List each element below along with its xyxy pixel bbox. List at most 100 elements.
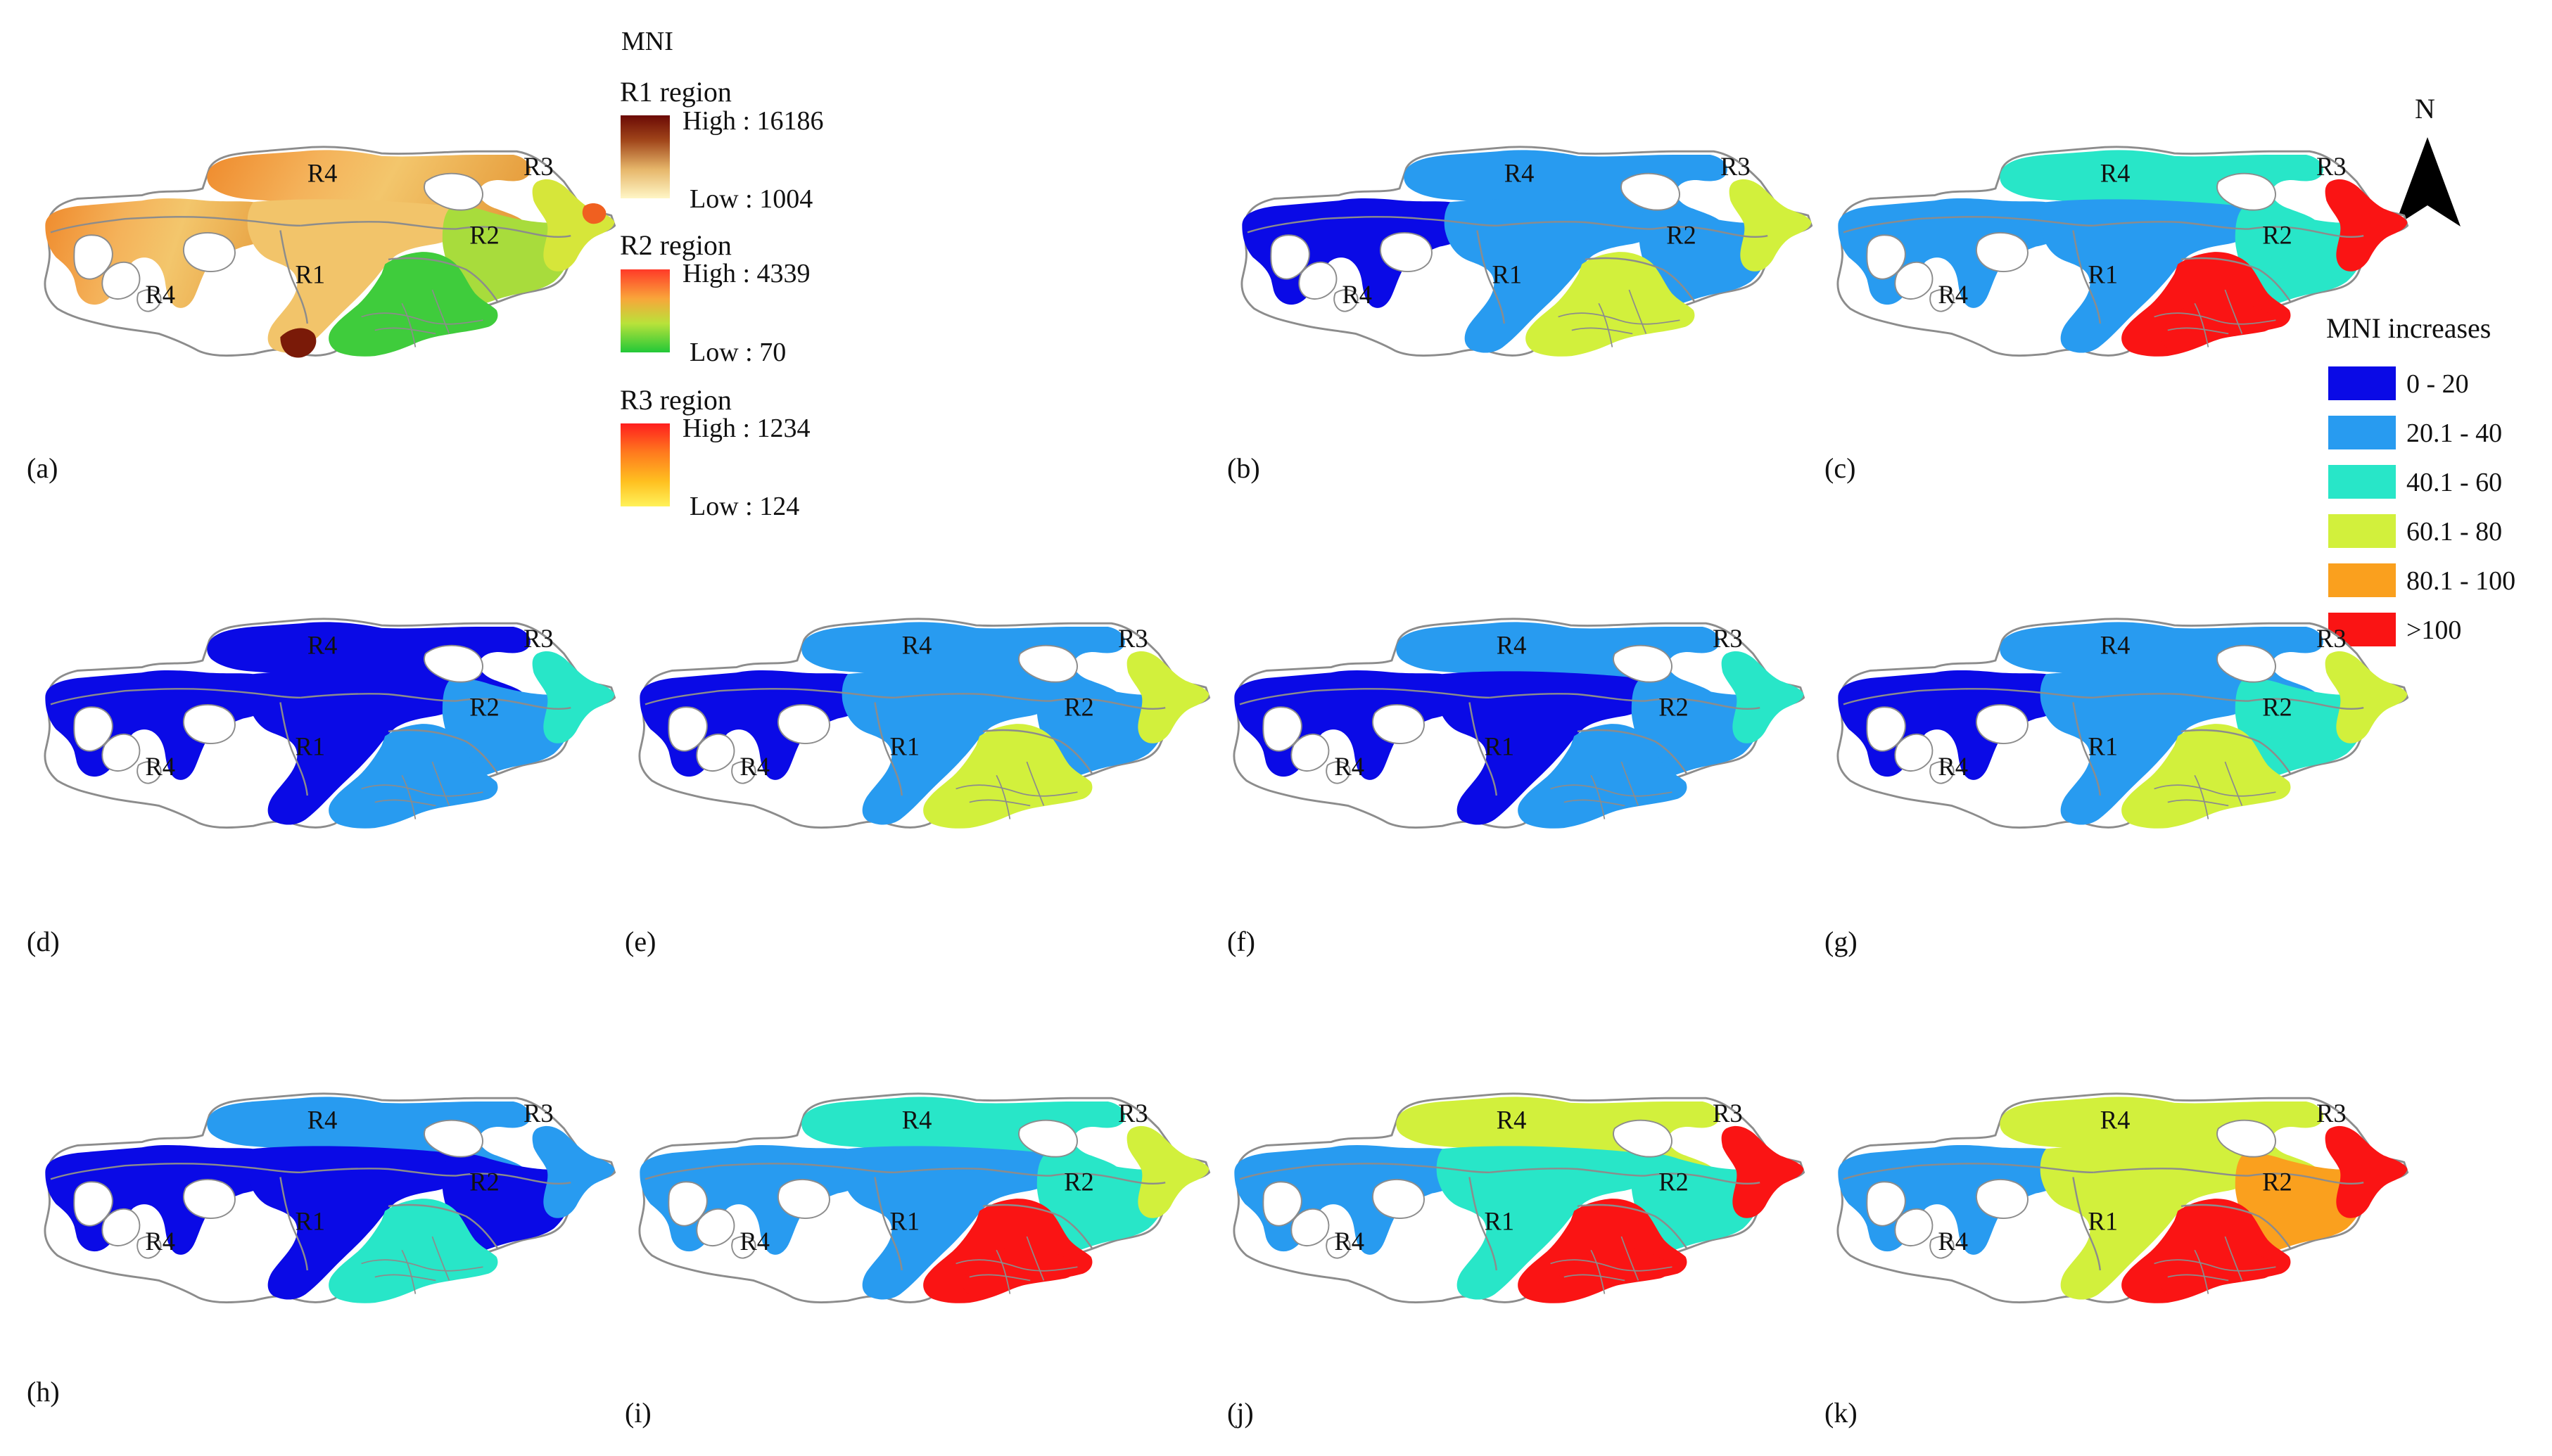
subregion-line-3 bbox=[1590, 1249, 1606, 1294]
legend-swatch-1 bbox=[2328, 366, 2396, 400]
region-boundary-3 bbox=[1050, 1173, 1166, 1185]
r3-ramp-low: Low : 124 bbox=[690, 492, 799, 521]
increase-patch-ne bbox=[1126, 1125, 1210, 1218]
subregion-line-3 bbox=[1598, 302, 1613, 347]
increase-patch-ne bbox=[1729, 179, 1812, 272]
region-label-r4: R4 bbox=[1938, 280, 1968, 309]
region-boundary-5 bbox=[388, 729, 499, 774]
increase-patch-ne bbox=[532, 651, 615, 743]
increase-patch-se bbox=[1525, 252, 1695, 357]
north-gap bbox=[1018, 644, 1078, 683]
region-label-r3: R3 bbox=[1713, 1099, 1743, 1128]
white-gap-2 bbox=[1976, 232, 2029, 272]
white-gap-1 bbox=[1290, 1208, 1330, 1246]
region-boundary-1 bbox=[1247, 216, 1498, 234]
mni-patch-northeast bbox=[532, 179, 615, 272]
region-label-r4: R4 bbox=[1938, 1227, 1968, 1256]
region-boundary-2 bbox=[1497, 221, 1653, 230]
map-panel-e: R1 R2 R3 R4 R4 bbox=[638, 618, 1211, 829]
subregion-line-3 bbox=[2194, 1249, 2209, 1294]
legend-swatch-3 bbox=[2328, 465, 2396, 499]
region-boundary-3 bbox=[1644, 1173, 1760, 1185]
region-label-r1: R1 bbox=[296, 260, 326, 288]
subregion-line-1 bbox=[361, 312, 483, 325]
region-boundary-3 bbox=[455, 226, 571, 238]
west-lake bbox=[1866, 706, 1906, 752]
north-arrow-label: N bbox=[2415, 93, 2435, 124]
map-panel-i: R1 R2 R3 R4 R4 bbox=[638, 1092, 1211, 1303]
region-label-r4: R4 bbox=[2100, 158, 2131, 187]
white-gap-2 bbox=[183, 704, 236, 744]
north-arrow-shape bbox=[2394, 137, 2461, 226]
increase-patch-east bbox=[1036, 679, 1172, 778]
increase-patch-se bbox=[2121, 724, 2291, 829]
subregion-line-4 bbox=[2224, 289, 2243, 334]
increase-patch-core bbox=[2040, 1146, 2257, 1300]
increase-patch-east bbox=[1631, 679, 1767, 778]
subregion-line-2 bbox=[374, 327, 436, 335]
region-boundary-2 bbox=[300, 221, 457, 230]
increase-patch-ne bbox=[2325, 1125, 2408, 1218]
white-gap-3 bbox=[137, 1236, 162, 1259]
region-boundary-4 bbox=[2072, 702, 2101, 796]
mni-peak-r3 bbox=[582, 203, 607, 224]
subregion-line-4 bbox=[2224, 761, 2243, 806]
legend-swatch-5 bbox=[2328, 563, 2396, 597]
mni-patch-southeast bbox=[329, 252, 498, 357]
increase-hotspot-southeast bbox=[2161, 1246, 2274, 1296]
region-label-r4: R4 bbox=[307, 1105, 338, 1134]
region-label-r3: R3 bbox=[1118, 1099, 1148, 1128]
region-boundary-3 bbox=[1652, 226, 1768, 238]
region-boundary-2 bbox=[1490, 1168, 1646, 1177]
north-gap bbox=[2216, 644, 2276, 683]
increase-legend-classes: 0 - 20 20.1 - 40 40.1 - 60 60.1 - 80 80.1 - … bbox=[2328, 366, 2515, 646]
subregion-line-1 bbox=[956, 784, 1078, 797]
increase-patch-ne bbox=[2325, 651, 2408, 743]
white-gap-2 bbox=[777, 1179, 830, 1219]
panel-label-d: (d) bbox=[27, 926, 60, 957]
region-label-r1: R1 bbox=[2088, 260, 2119, 288]
region-label-r3: R3 bbox=[2316, 1099, 2347, 1128]
increase-patch-ne bbox=[2325, 179, 2408, 272]
white-gap-1 bbox=[101, 733, 141, 772]
west-lake bbox=[668, 706, 708, 752]
white-gap-2 bbox=[1372, 704, 1425, 744]
increase-patch-ne bbox=[1721, 1125, 1804, 1218]
region-label-r4: R4 bbox=[902, 630, 932, 659]
west-lake bbox=[668, 1181, 708, 1227]
white-gap-3 bbox=[731, 1236, 756, 1259]
north-gap bbox=[424, 644, 483, 683]
region-boundary-3 bbox=[2248, 698, 2364, 710]
region-label-r4: R4 bbox=[2100, 1105, 2131, 1134]
region-label-r4: R4 bbox=[145, 280, 175, 309]
region-label-r4: R4 bbox=[1504, 158, 1535, 187]
region-boundary-5 bbox=[1585, 257, 1696, 302]
increase-patch-core bbox=[247, 1146, 464, 1300]
region-label-r1: R1 bbox=[296, 732, 326, 760]
region-boundary-2 bbox=[300, 1168, 457, 1177]
mni-patch-core bbox=[247, 199, 464, 353]
mni-patch-east bbox=[442, 207, 578, 306]
increase-patch-east bbox=[1036, 1154, 1172, 1253]
region-label-r4: R4 bbox=[1334, 752, 1364, 781]
increase-patch-ne bbox=[532, 1125, 615, 1218]
r2-ramp-low: Low : 70 bbox=[690, 338, 786, 367]
region-label-r4: R4 bbox=[145, 752, 175, 781]
region-boundary-5 bbox=[2180, 729, 2292, 774]
north-gap bbox=[424, 1119, 483, 1158]
subregion-line-4 bbox=[1026, 761, 1045, 806]
region-boundary-2 bbox=[2093, 693, 2249, 702]
increase-patch-core bbox=[1436, 671, 1653, 825]
white-gap-2 bbox=[183, 1179, 236, 1219]
map-panel-h: R1 R2 R3 R4 R4 bbox=[44, 1092, 616, 1303]
white-gap-2 bbox=[777, 704, 830, 744]
region-label-r2: R2 bbox=[2262, 1168, 2292, 1196]
white-gap-3 bbox=[1326, 761, 1351, 784]
subregion-line-1 bbox=[2154, 312, 2276, 325]
region-boundary-4 bbox=[2072, 1177, 2101, 1271]
white-gap-1 bbox=[1894, 261, 1934, 300]
white-gap-1 bbox=[1894, 1208, 1934, 1246]
r1-ramp-title: R1 region bbox=[620, 76, 732, 108]
increase-patch-se bbox=[923, 724, 1093, 829]
r3-ramp-title: R3 region bbox=[620, 384, 732, 416]
